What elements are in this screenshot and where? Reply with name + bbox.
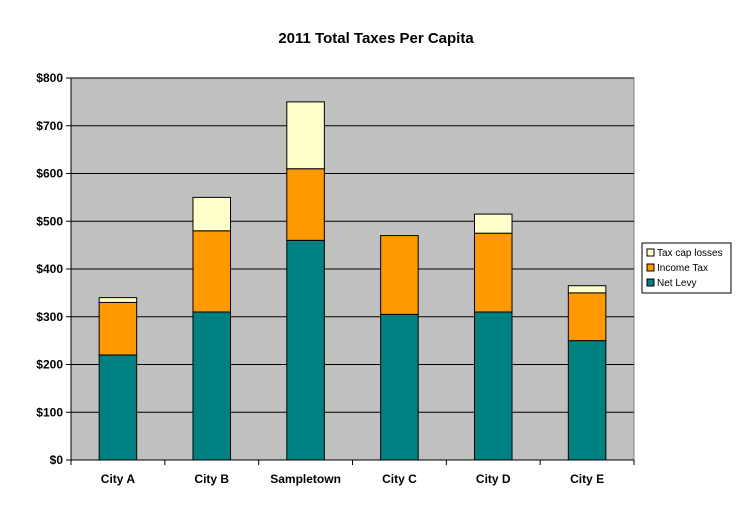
bar-net-levy <box>473 311 513 461</box>
bar-income-tax <box>192 230 232 313</box>
y-tick-label: $300 <box>36 310 63 324</box>
legend: Tax cap losses Income Tax Net Levy <box>641 242 732 294</box>
bar-tax-cap-losses <box>192 196 232 232</box>
bar-income-tax <box>567 292 607 342</box>
bar-net-levy <box>286 239 325 461</box>
legend-swatch <box>646 263 655 272</box>
x-tick-label: Sampletown <box>270 472 341 486</box>
x-tick-label: City E <box>570 472 604 486</box>
legend-label: Net Levy <box>657 278 696 289</box>
bar-net-levy <box>98 354 138 461</box>
legend-label: Tax cap losses <box>657 248 723 259</box>
y-axis: $0 $100 $200 $300 $400 $500 $600 $700 $800 <box>36 71 72 467</box>
legend-label: Income Tax <box>657 263 708 274</box>
legend-swatch <box>646 278 655 287</box>
bar-tax-cap-losses <box>286 101 325 170</box>
x-tick-label: City C <box>382 472 417 486</box>
y-tick-label: $400 <box>36 262 63 276</box>
x-axis: City A City B Sampletown City C City D City E <box>70 459 635 486</box>
bar-income-tax <box>98 301 138 356</box>
y-tick-label: $100 <box>36 405 63 419</box>
bar-net-levy <box>380 313 419 461</box>
bars <box>98 101 607 461</box>
bar-income-tax <box>473 232 513 313</box>
y-tick-label: $600 <box>36 167 63 181</box>
legend-swatch <box>646 248 655 257</box>
bar-tax-cap-losses <box>567 285 607 294</box>
bar-tax-cap-losses <box>98 297 138 303</box>
bar-income-tax <box>380 235 419 315</box>
y-tick-label: $700 <box>36 119 63 133</box>
bar-tax-cap-losses <box>473 213 513 234</box>
y-tick-label: $800 <box>36 71 63 85</box>
y-tick-label: $0 <box>50 453 64 467</box>
y-tick-label: $200 <box>36 358 63 372</box>
x-tick-label: City B <box>194 472 229 486</box>
x-tick-label: City D <box>476 472 511 486</box>
x-tick-label: City A <box>101 472 136 486</box>
chart-title: 2011 Total Taxes Per Capita <box>278 30 474 47</box>
gridlines <box>71 77 634 413</box>
bar-net-levy <box>567 340 607 461</box>
bar-income-tax <box>286 168 325 241</box>
y-tick-label: $500 <box>36 214 63 228</box>
bar-net-levy <box>192 311 232 461</box>
legend-box <box>641 242 732 294</box>
